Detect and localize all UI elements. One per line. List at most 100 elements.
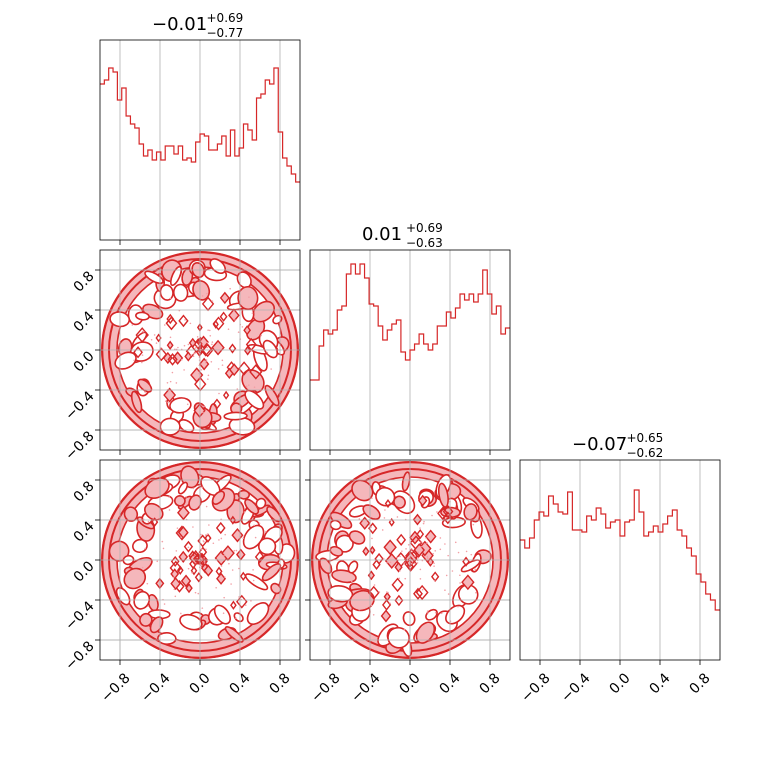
y-tick-label: 0.8 — [71, 478, 98, 505]
density-dot — [203, 560, 206, 563]
density-dot — [420, 540, 423, 543]
density-dot — [133, 359, 135, 362]
density-dot — [427, 612, 429, 614]
density-dot — [371, 537, 373, 540]
density-dot — [196, 345, 199, 348]
contour-blob — [157, 631, 177, 645]
contour-blob — [335, 534, 354, 553]
density-dot — [191, 571, 193, 574]
density-dot — [419, 568, 422, 571]
contour-blob — [244, 573, 269, 591]
density-dot — [224, 507, 227, 510]
contour-island — [230, 600, 237, 610]
contour-island — [391, 577, 404, 593]
density-dot — [180, 612, 182, 615]
contour-island — [211, 339, 225, 356]
density-dot — [203, 557, 205, 559]
contour-blob — [137, 378, 153, 393]
contour-island — [369, 545, 376, 555]
density-dot — [254, 536, 257, 539]
contour-island — [198, 357, 210, 371]
contour-blob — [135, 311, 150, 321]
density-dot — [144, 391, 146, 393]
y-tick-label: 0.4 — [71, 308, 98, 335]
density-dot — [422, 522, 425, 525]
density-dot — [238, 596, 240, 598]
density-dot — [426, 555, 429, 558]
contour-island — [201, 296, 215, 312]
density-dot — [447, 554, 449, 557]
contour-island — [219, 291, 230, 305]
density-dot — [221, 364, 224, 366]
contour-island — [359, 516, 371, 530]
contour-island — [176, 565, 184, 575]
contour-island — [197, 534, 208, 548]
density-dot — [433, 562, 435, 565]
density-dot — [405, 548, 407, 550]
contour-island — [193, 403, 206, 418]
density-dot — [470, 553, 473, 556]
density-dot — [146, 582, 149, 585]
density-dot — [196, 556, 198, 559]
density-dot — [426, 542, 428, 544]
contour-island — [212, 319, 219, 329]
title-median: −0.07 — [572, 434, 627, 455]
contour-island — [215, 521, 226, 535]
contour-island — [437, 506, 449, 521]
contour-island — [228, 343, 237, 354]
density-dot — [439, 537, 442, 539]
contour-island — [383, 591, 391, 602]
density-dot — [431, 514, 433, 517]
title-minus: −0.62 — [627, 446, 664, 460]
title-minus: −0.77 — [207, 26, 244, 40]
density-dot — [200, 369, 203, 371]
density-dot — [206, 346, 208, 349]
density-dot — [423, 520, 425, 523]
contour-blob — [159, 417, 181, 436]
density-dot — [222, 612, 225, 615]
contour-blob — [262, 339, 279, 359]
density-dot — [221, 359, 224, 362]
contour-blob — [393, 495, 406, 509]
density-dot — [201, 295, 204, 297]
contour-blob — [415, 621, 436, 644]
density-dot — [173, 588, 176, 591]
title-plus: +0.69 — [207, 11, 244, 25]
contour-island — [177, 525, 189, 540]
contour-island — [196, 323, 203, 332]
histogram-step — [100, 67, 300, 183]
density-dot — [204, 360, 207, 363]
density-dot — [370, 604, 373, 607]
x-tick-label: 0.0 — [397, 670, 424, 697]
density-dot — [192, 352, 195, 355]
title-plus: +0.65 — [627, 431, 664, 445]
contour-blob — [211, 490, 226, 505]
density-dot — [163, 603, 166, 605]
density-dot — [215, 586, 217, 589]
density-dot — [237, 331, 240, 333]
contour-island — [374, 552, 384, 565]
density-dot — [433, 580, 436, 582]
contour-island — [239, 571, 247, 581]
contour-island — [194, 376, 207, 392]
contour-island — [184, 351, 193, 362]
y-tick-label: 0.4 — [71, 518, 98, 545]
density-dot — [177, 346, 179, 349]
density-dot — [457, 605, 459, 608]
density-dot — [208, 329, 211, 332]
density-dot — [265, 530, 267, 533]
density-dot — [410, 541, 412, 544]
density-dot — [211, 300, 214, 302]
density-dot — [229, 287, 231, 290]
density-dot — [253, 386, 256, 389]
contour-blob — [179, 613, 203, 631]
contour-island — [245, 337, 257, 352]
density-dot — [184, 319, 186, 321]
density-dot — [187, 567, 190, 570]
contour-island — [135, 327, 149, 343]
contour-blob — [387, 626, 410, 649]
contour-island — [383, 539, 397, 556]
density-dot — [192, 355, 195, 358]
contour-blob — [223, 411, 248, 421]
density-dot — [242, 537, 244, 540]
